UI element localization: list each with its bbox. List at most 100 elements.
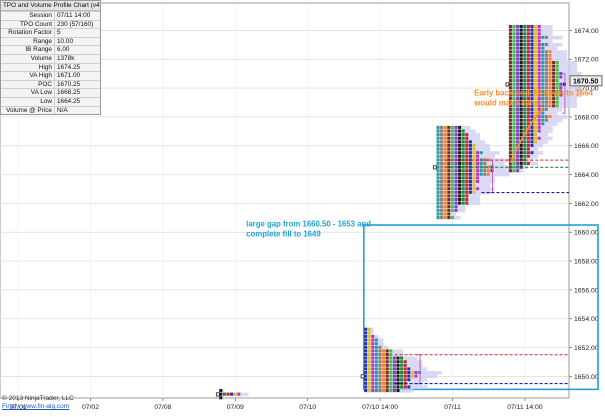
tpo-cell — [523, 107, 527, 111]
tpo-cell — [447, 151, 451, 155]
tpo-cell — [544, 97, 548, 101]
tpo-cell — [523, 64, 527, 68]
tpo-cell — [458, 154, 462, 158]
tpo-cell — [537, 97, 541, 101]
tpo-cell — [548, 68, 552, 72]
tpo-profile — [505, 24, 587, 173]
tpo-cell — [382, 367, 386, 371]
tpo-cell — [382, 378, 386, 382]
tpo-cell — [436, 133, 440, 137]
tpo-cell — [534, 43, 538, 47]
tpo-cell — [364, 378, 368, 382]
tpo-cell — [443, 176, 447, 180]
tpo-cell — [385, 356, 389, 360]
tpo-cell — [541, 68, 545, 72]
tpo-cell — [516, 79, 520, 83]
tpo-cell — [508, 50, 512, 54]
tpo-cell — [382, 363, 386, 367]
tpo-cell — [523, 82, 527, 86]
tpo-cell — [537, 93, 541, 97]
tpo-cell — [516, 111, 520, 115]
tpo-cell — [374, 370, 378, 374]
tpo-cell — [508, 129, 512, 133]
tpo-cell — [512, 53, 516, 57]
copyright-text: © 2013 NinjaTrader, LLC — [2, 395, 74, 402]
tpo-cell — [534, 39, 538, 43]
tpo-cell — [548, 61, 552, 65]
stats-row: Volume @ Price N/A — [1, 105, 100, 115]
tpo-cell — [555, 75, 559, 79]
tpo-cell — [378, 378, 382, 382]
tpo-cell — [396, 381, 400, 385]
tpo-cell — [436, 165, 440, 169]
tpo-cell — [516, 97, 520, 101]
tpo-cell — [537, 39, 541, 43]
tpo-cell — [519, 104, 523, 108]
tpo-cell — [454, 169, 458, 173]
tpo-cell — [407, 370, 411, 374]
tpo-cell — [476, 169, 480, 173]
tpo-cell — [371, 352, 375, 356]
tpo-cell — [436, 140, 440, 144]
stats-value: 1671.00 — [54, 71, 100, 81]
tpo-cell — [523, 61, 527, 65]
tpo-cell — [530, 82, 534, 86]
tpo-cell — [371, 388, 375, 392]
last-price-label: 1670.50 — [573, 78, 598, 85]
stats-label: POC — [1, 79, 55, 89]
tpo-cell — [519, 143, 523, 147]
stats-label: Volume — [1, 53, 55, 64]
tpo-cell — [523, 32, 527, 36]
tpo-cell — [512, 136, 516, 140]
tpo-cell — [526, 46, 530, 50]
tpo-cell — [530, 35, 534, 39]
tpo-cell — [512, 133, 516, 137]
tpo-cell — [410, 374, 414, 378]
tpo-cell — [526, 57, 530, 61]
tpo-cell — [519, 118, 523, 122]
y-tick-label: 1674.00 — [574, 28, 599, 35]
tpo-cell — [367, 331, 371, 335]
tpo-cell — [508, 115, 512, 119]
tpo-cell — [534, 122, 538, 126]
tpo-cell — [392, 388, 396, 392]
tpo-cell — [374, 381, 378, 385]
tpo-cell — [534, 136, 538, 140]
tpo-cell — [512, 100, 516, 104]
tpo-cell — [508, 136, 512, 140]
site-link[interactable]: Final - www.fin-alg.com — [2, 403, 70, 410]
tpo-cell — [516, 161, 520, 165]
tpo-cell — [450, 140, 454, 144]
tpo-cell — [447, 194, 451, 198]
tpo-cell — [512, 82, 516, 86]
stats-label: High — [1, 62, 55, 72]
tpo-cell — [548, 93, 552, 97]
tpo-cell — [400, 385, 404, 389]
tpo-cell — [450, 172, 454, 176]
tpo-cell — [512, 39, 516, 43]
tpo-cell — [523, 115, 527, 119]
tpo-cell — [537, 50, 541, 54]
tpo-cell — [472, 154, 476, 158]
tpo-cell — [530, 125, 534, 129]
tpo-cell — [537, 61, 541, 65]
tpo-cell — [465, 147, 469, 151]
tpo-cell — [447, 169, 451, 173]
tpo-cell — [364, 334, 368, 338]
tpo-cell — [396, 388, 400, 392]
tpo-cell — [450, 154, 454, 158]
tpo-cell — [516, 104, 520, 108]
tpo-cell — [367, 360, 371, 364]
tpo-cell — [512, 147, 516, 151]
tpo-cell — [385, 374, 389, 378]
tpo-cell — [476, 176, 480, 180]
tpo-cell — [436, 201, 440, 205]
tpo-cell — [382, 385, 386, 389]
tpo-cell — [552, 61, 556, 65]
tpo-cell — [516, 115, 520, 119]
tpo-cell — [516, 39, 520, 43]
tpo-cell — [440, 169, 444, 173]
tpo-cell — [530, 61, 534, 65]
tpo-cell — [516, 86, 520, 90]
tpo-cell — [523, 100, 527, 104]
